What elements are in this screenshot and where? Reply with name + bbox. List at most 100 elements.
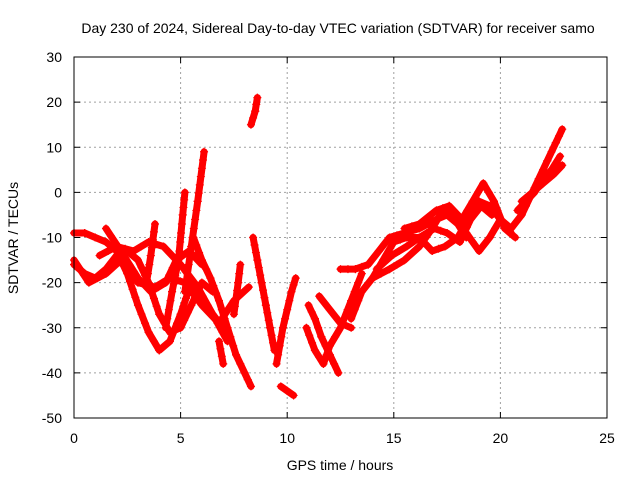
data-point (234, 278, 243, 287)
data-point (268, 338, 277, 347)
data-point (459, 230, 468, 239)
data-point (304, 301, 313, 310)
data-point (159, 242, 168, 251)
data-point (133, 256, 142, 265)
data-point (145, 260, 154, 269)
data-point (266, 323, 275, 332)
y-tick-label: -10 (42, 230, 62, 246)
data-point (400, 256, 409, 265)
data-point (226, 332, 235, 341)
data-point (517, 197, 526, 206)
data-point (558, 161, 567, 170)
data-point (213, 319, 222, 328)
series-track-26 (517, 161, 567, 206)
data-point (325, 341, 334, 350)
data-point (165, 328, 174, 337)
data-point (236, 359, 245, 368)
data-point (285, 296, 294, 305)
data-point (402, 233, 411, 242)
data-point (194, 189, 203, 198)
data-point (474, 188, 483, 197)
data-point (500, 224, 509, 233)
data-point (343, 265, 352, 274)
data-point (129, 267, 138, 276)
data-point (249, 113, 258, 122)
data-point (214, 296, 223, 305)
data-point (104, 247, 113, 256)
y-tick-label: -30 (42, 320, 62, 336)
data-point (256, 271, 265, 280)
data-point (451, 208, 460, 217)
data-point (236, 260, 245, 269)
data-point (528, 188, 537, 197)
series-track-22 (400, 179, 520, 242)
data-point (251, 248, 260, 257)
data-point (151, 219, 160, 228)
data-point (278, 323, 287, 332)
data-point (511, 233, 520, 242)
data-point (182, 278, 191, 287)
data-point (197, 164, 206, 173)
data-point (487, 210, 496, 219)
data-point (178, 210, 187, 219)
data-point (310, 314, 319, 323)
y-tick-label: -40 (42, 365, 62, 381)
data-point (277, 332, 286, 341)
data-point (137, 242, 146, 251)
data-point (350, 287, 359, 296)
data-point (254, 263, 263, 272)
y-tick-label: 0 (54, 184, 62, 200)
data-point (330, 359, 339, 368)
data-point (112, 251, 121, 260)
data-point (555, 131, 564, 140)
data-point (91, 233, 100, 242)
data-point (468, 238, 477, 247)
data-point (415, 233, 424, 242)
data-point (109, 262, 118, 271)
data-point (116, 247, 125, 256)
data-point (189, 224, 198, 233)
data-point (402, 242, 411, 251)
series-track-10 (214, 337, 228, 368)
x-axis-label: GPS time / hours (287, 457, 394, 473)
data-point (220, 314, 229, 323)
data-point (177, 228, 186, 237)
data-point (477, 201, 486, 210)
series-track-18 (315, 292, 356, 332)
data-point (377, 269, 386, 278)
data-point (149, 337, 158, 346)
data-point (180, 287, 189, 296)
data-point (133, 274, 142, 283)
data-point (458, 215, 467, 224)
data-point (357, 287, 366, 296)
data-point (183, 308, 192, 317)
data-point (133, 301, 142, 310)
series-track-16 (304, 301, 343, 377)
data-point (192, 206, 201, 215)
y-tick-label: 20 (46, 94, 62, 110)
data-point (436, 226, 445, 235)
data-point (433, 215, 442, 224)
data-point (556, 152, 565, 161)
data-point (315, 292, 324, 301)
data-point (408, 238, 417, 247)
data-point (497, 215, 506, 224)
data-point (252, 100, 261, 109)
x-tick-label: 0 (70, 430, 78, 446)
data-point (551, 159, 560, 168)
data-point (229, 341, 238, 350)
data-point (380, 240, 389, 249)
data-point (491, 224, 500, 233)
data-point (283, 305, 292, 314)
data-point (202, 265, 211, 274)
data-point (415, 242, 424, 251)
data-point (368, 274, 377, 283)
data-point (253, 256, 262, 265)
data-point (455, 238, 464, 247)
data-point (79, 271, 88, 280)
data-point (240, 368, 249, 377)
data-point (267, 331, 276, 340)
plot-frame (73, 56, 608, 419)
data-point (192, 293, 201, 302)
series-track-23 (372, 201, 496, 274)
